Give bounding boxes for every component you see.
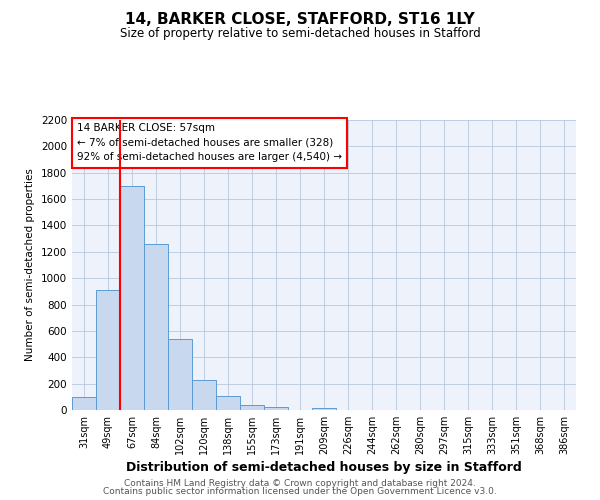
Bar (96, 290, 120, 410)
Bar (72, 398, 96, 410)
Bar (240, 404, 264, 410)
Bar (192, 380, 216, 410)
Text: Contains public sector information licensed under the Open Government Licence v3: Contains public sector information licen… (103, 487, 497, 496)
Bar (312, 408, 336, 410)
Bar (168, 339, 192, 410)
Bar (264, 408, 288, 410)
Text: 14, BARKER CLOSE, STAFFORD, ST16 1LY: 14, BARKER CLOSE, STAFFORD, ST16 1LY (125, 12, 475, 28)
Bar (144, 244, 168, 410)
Text: 14 BARKER CLOSE: 57sqm
← 7% of semi-detached houses are smaller (328)
92% of sem: 14 BARKER CLOSE: 57sqm ← 7% of semi-deta… (77, 123, 342, 162)
Text: Size of property relative to semi-detached houses in Stafford: Size of property relative to semi-detach… (119, 28, 481, 40)
Y-axis label: Number of semi-detached properties: Number of semi-detached properties (25, 168, 35, 362)
X-axis label: Distribution of semi-detached houses by size in Stafford: Distribution of semi-detached houses by … (126, 461, 522, 474)
Bar (120, 186, 144, 410)
Bar (216, 396, 240, 410)
Text: Contains HM Land Registry data © Crown copyright and database right 2024.: Contains HM Land Registry data © Crown c… (124, 478, 476, 488)
